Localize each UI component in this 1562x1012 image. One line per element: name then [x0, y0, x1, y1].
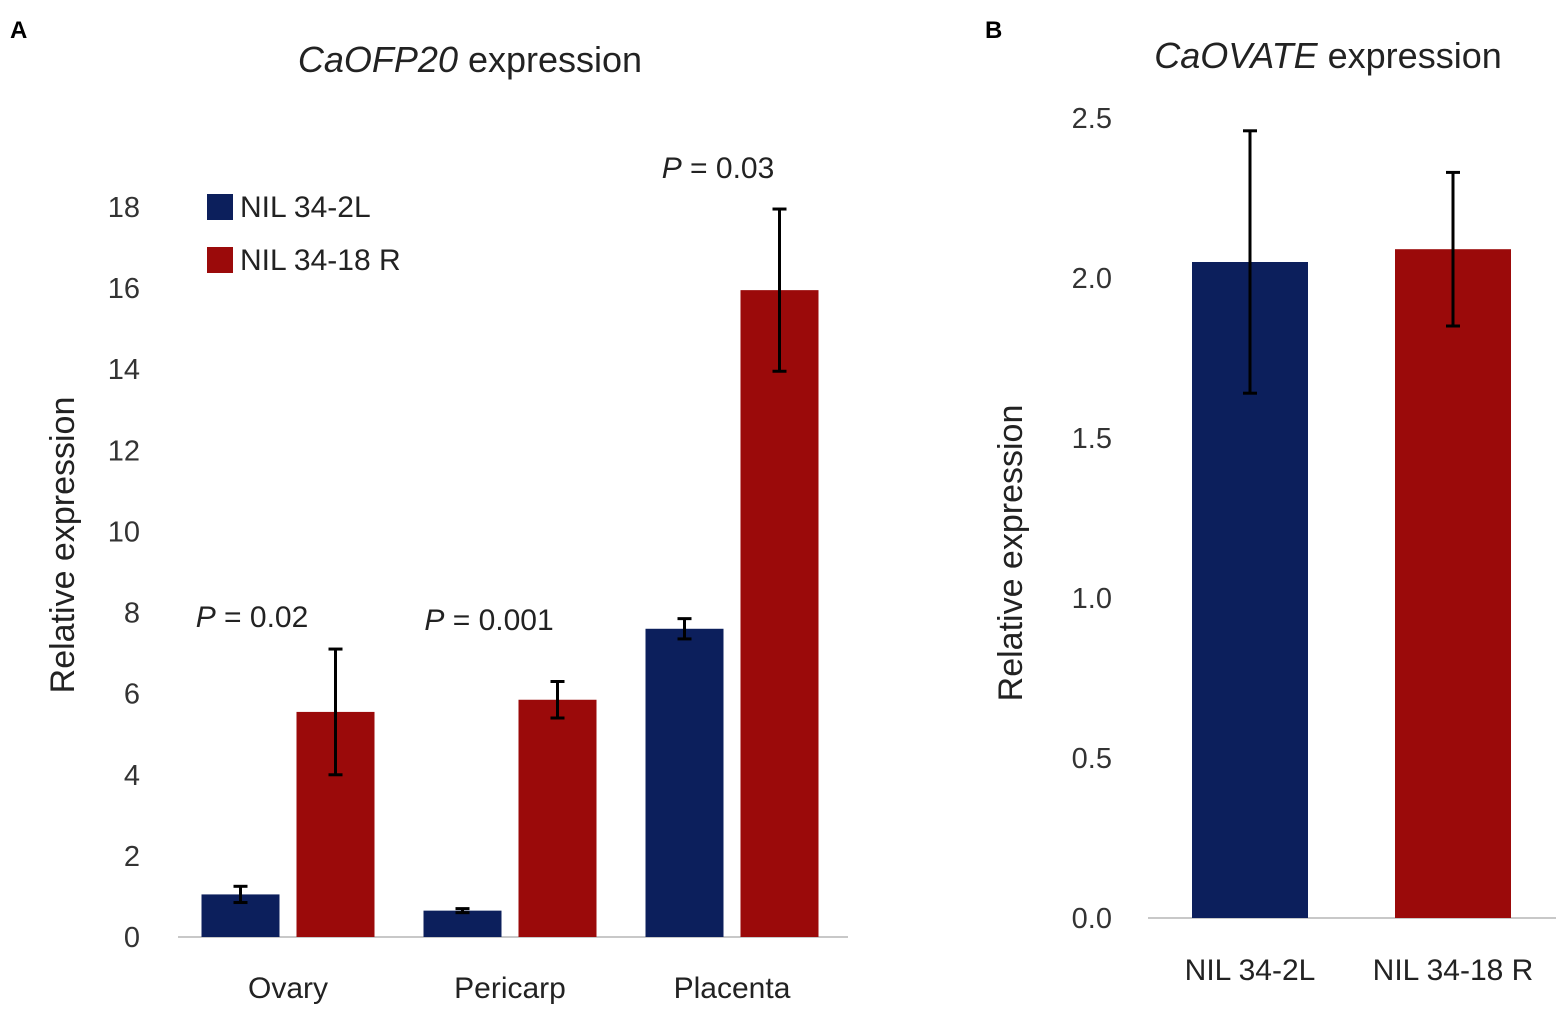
- panel-a-y-tick-8: 8: [124, 598, 140, 630]
- error-bar-nil-34-18-r: [1446, 170, 1460, 328]
- panel-a-x-tick-placenta: Placenta: [674, 972, 791, 1005]
- p-value-pericarp: P = 0.001: [424, 604, 553, 637]
- panel-b-y-ticks: 0.0 0.5 1.0 1.5 2.0 2.5: [1072, 103, 1112, 935]
- panel-a-title: CaOFP20 expression: [298, 39, 642, 80]
- panel-a-y-tick-14: 14: [108, 354, 140, 386]
- panel-a-y-tick-0: 0: [124, 922, 140, 954]
- panel-b-bars: [1192, 249, 1511, 918]
- panel-b-y-tick-0-5: 0.5: [1072, 743, 1112, 775]
- error-bar-placenta-nil-34-18-r: [772, 207, 787, 373]
- panel-a-annotations: P = 0.02 P = 0.001 P = 0.03: [196, 152, 775, 637]
- bar-pericarp-nil-34-2l: [423, 910, 502, 937]
- panel-b: B CaOVATE expression Relative expression…: [985, 17, 1556, 987]
- panel-a-y-tick-18: 18: [108, 192, 140, 224]
- panel-b-y-tick-0-0: 0.0: [1072, 903, 1112, 935]
- panel-b-y-axis-label: Relative expression: [992, 405, 1030, 702]
- panel-a-y-tick-6: 6: [124, 679, 140, 711]
- error-bar-pericarp-nil-34-2l: [455, 907, 470, 915]
- bar-placenta-nil-34-2l: [645, 628, 724, 937]
- panel-b-error-bars: [1243, 129, 1460, 395]
- panel-a-legend: NIL 34-2L NIL 34-18 R: [207, 191, 401, 277]
- p-value-placenta: P = 0.03: [662, 152, 775, 185]
- error-bar-pericarp-nil-34-18-r: [550, 680, 565, 720]
- p-value-ovary: P = 0.02: [196, 601, 309, 634]
- legend-label-nil-34-2l: NIL 34-2L: [240, 191, 371, 224]
- panel-b-x-tick-nil-34-2l: NIL 34-2L: [1185, 954, 1316, 987]
- panel-a-y-tick-16: 16: [108, 273, 140, 305]
- error-bar-placenta-nil-34-2l: [677, 617, 692, 641]
- panel-a-y-tick-2: 2: [124, 841, 140, 873]
- legend-swatch-nil-34-18r: [207, 247, 233, 273]
- panel-b-label: B: [985, 17, 1002, 44]
- panel-b-y-tick-2-5: 2.5: [1072, 103, 1112, 135]
- panel-a-y-axis-label: Relative expression: [44, 397, 82, 694]
- panel-a-y-ticks: 0 2 4 6 8 10 12 14 16 18: [108, 192, 140, 954]
- error-bar-ovary-nil-34-18-r: [328, 647, 343, 777]
- error-bar-nil-34-2l: [1243, 129, 1257, 395]
- bar-pericarp-nil-34-18-r: [518, 699, 597, 937]
- legend-swatch-nil-34-2l: [207, 194, 233, 220]
- error-bar-ovary-nil-34-2l: [233, 884, 248, 905]
- bar-placenta-nil-34-18-r: [740, 290, 819, 937]
- panel-a-x-ticks: Ovary Pericarp Placenta: [248, 972, 791, 1005]
- panel-a-y-tick-4: 4: [124, 760, 140, 792]
- panel-b-y-tick-2-0: 2.0: [1072, 263, 1112, 295]
- panel-a: A CaOFP20 expression Relative expression…: [10, 17, 848, 1005]
- legend-label-nil-34-18r: NIL 34-18 R: [240, 244, 401, 277]
- panel-b-x-ticks: NIL 34-2L NIL 34-18 R: [1185, 954, 1534, 987]
- panel-a-x-tick-pericarp: Pericarp: [454, 972, 566, 1005]
- panel-b-y-tick-1-0: 1.0: [1072, 583, 1112, 615]
- panel-b-x-tick-nil-34-18-r: NIL 34-18 R: [1373, 954, 1534, 987]
- panel-a-error-bars: [233, 207, 787, 915]
- panel-b-y-tick-1-5: 1.5: [1072, 423, 1112, 455]
- panel-b-title: CaOVATE expression: [1154, 35, 1502, 76]
- panel-a-y-tick-12: 12: [108, 435, 140, 467]
- panel-a-x-tick-ovary: Ovary: [248, 972, 328, 1005]
- bar-nil-34-18-r: [1395, 249, 1511, 918]
- panel-a-y-tick-10: 10: [108, 516, 140, 548]
- panel-a-label: A: [10, 17, 27, 44]
